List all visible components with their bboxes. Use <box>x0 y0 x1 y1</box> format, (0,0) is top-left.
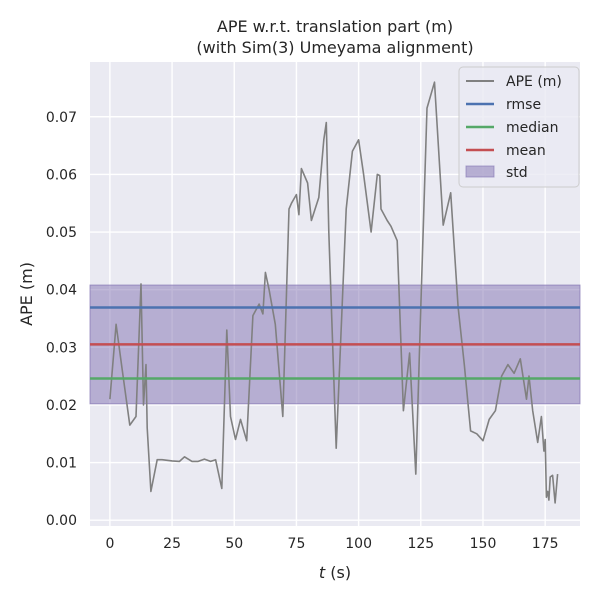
legend-swatch-std <box>466 166 494 177</box>
x-tick-label: 75 <box>288 536 306 552</box>
x-tick-label: 150 <box>470 536 497 552</box>
x-tick-label: 25 <box>163 536 181 552</box>
y-tick-label: 0.07 <box>46 110 77 126</box>
legend-label-rmse: rmse <box>506 97 541 113</box>
y-tick-label: 0.06 <box>46 167 77 183</box>
x-tick-label: 0 <box>105 536 114 552</box>
chart-subtitle: (with Sim(3) Umeyama alignment) <box>196 38 473 57</box>
x-axis-unit: (s) <box>325 563 351 582</box>
y-tick-label: 0.00 <box>46 513 77 529</box>
y-tick-label: 0.04 <box>46 283 77 299</box>
legend-label-ape: APE (m) <box>506 74 562 90</box>
x-tick-label: 175 <box>532 536 559 552</box>
x-axis-label: t (s) <box>319 563 351 582</box>
y-tick-label: 0.05 <box>46 225 77 241</box>
x-tick-label: 50 <box>225 536 243 552</box>
chart-title: APE w.r.t. translation part (m) <box>217 17 453 36</box>
y-tick-label: 0.02 <box>46 398 77 414</box>
y-tick-label: 0.01 <box>46 456 77 472</box>
x-tick-labels: 0 25 50 75 100 125 150 175 <box>105 536 558 552</box>
y-tick-labels: 0.00 0.01 0.02 0.03 0.04 0.05 0.06 0.07 <box>46 110 77 529</box>
x-tick-label: 125 <box>407 536 434 552</box>
legend-label-mean: mean <box>506 143 546 159</box>
legend-label-median: median <box>506 120 558 136</box>
y-tick-label: 0.03 <box>46 340 77 356</box>
legend-label-std: std <box>506 165 528 181</box>
y-axis-label: APE (m) <box>17 262 36 326</box>
x-tick-label: 100 <box>345 536 372 552</box>
legend: APE (m) rmse median mean std <box>459 67 579 187</box>
